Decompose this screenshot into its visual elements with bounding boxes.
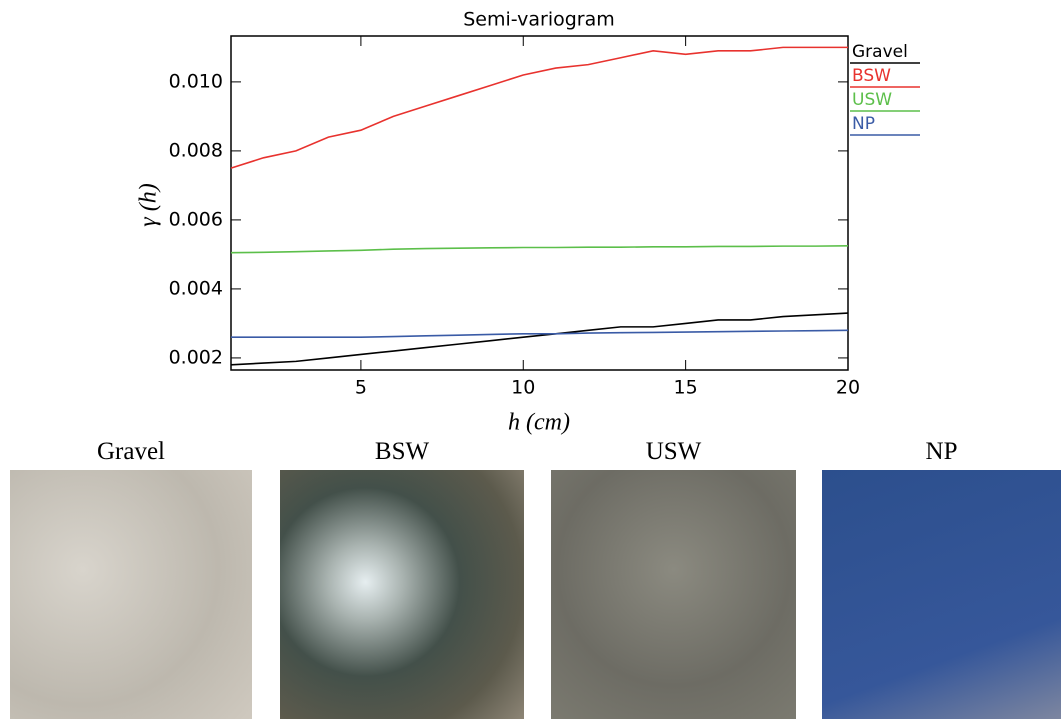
series-line: [230, 244, 849, 254]
x-tick-label: 15: [674, 377, 698, 399]
x-axis-label: h (cm): [508, 410, 570, 436]
y-tick-label: 0.002: [169, 346, 223, 368]
series-line: [230, 312, 849, 366]
image-caption: NP: [925, 438, 958, 465]
chart: Semi-variogram h (cm) γ (h) 5 10 15 20 0.002…: [136, 9, 920, 436]
y-tick-label: 0.008: [169, 139, 223, 161]
x-tick-label: 10: [511, 377, 535, 399]
legend-label: USW: [852, 90, 892, 110]
photo: [280, 470, 524, 719]
legend-label: BSW: [852, 66, 891, 86]
image-caption: BSW: [374, 438, 430, 465]
y-tick-label: 0.010: [169, 70, 223, 92]
x-tick-label: 20: [836, 377, 860, 399]
image-caption: USW: [645, 438, 702, 465]
photo: [822, 470, 1061, 719]
photo: [10, 470, 252, 719]
series-line: [231, 329, 849, 339]
y-tick-label: 0.004: [169, 277, 223, 299]
image-caption: Gravel: [96, 438, 166, 465]
legend-label: Gravel: [852, 42, 908, 62]
plot-frame: [230, 35, 849, 371]
chart-title: Semi-variogram: [463, 9, 615, 31]
legend-label: NP: [852, 114, 875, 134]
series-line: [230, 46, 848, 169]
y-tick-label: 0.006: [169, 208, 223, 230]
x-tick-label: 5: [355, 377, 367, 399]
y-axis-label: γ (h): [136, 183, 162, 226]
photo: [551, 470, 796, 719]
